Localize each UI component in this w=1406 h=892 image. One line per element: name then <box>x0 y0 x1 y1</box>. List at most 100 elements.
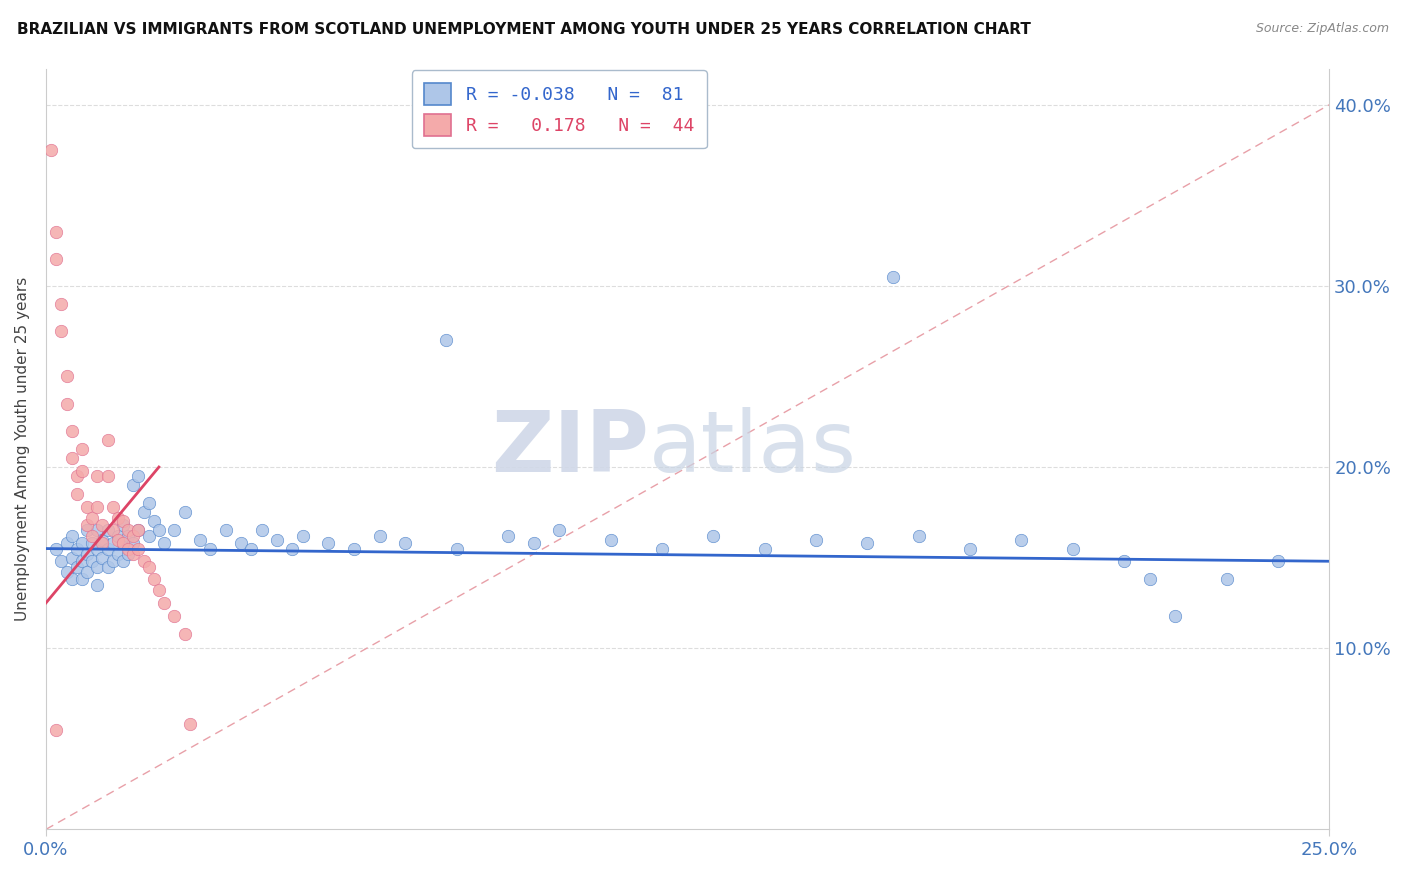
Point <box>60 450 83 465</box>
Point <box>97 524 120 538</box>
Point <box>82 529 104 543</box>
Point <box>229 536 252 550</box>
Point <box>51 324 73 338</box>
Point <box>122 547 145 561</box>
Point <box>101 524 124 538</box>
Point <box>132 554 155 568</box>
Point <box>1164 608 1187 623</box>
Point <box>107 510 129 524</box>
Point <box>55 565 77 579</box>
Point <box>117 524 139 538</box>
Point <box>1215 573 1237 587</box>
Point <box>1010 533 1032 547</box>
Point <box>70 464 93 478</box>
Point <box>117 547 139 561</box>
Point <box>86 578 108 592</box>
Point <box>959 541 981 556</box>
Point <box>86 500 108 514</box>
Point <box>163 608 186 623</box>
Point <box>86 559 108 574</box>
Point <box>250 524 273 538</box>
Point <box>82 554 104 568</box>
Point <box>111 536 134 550</box>
Point <box>214 524 236 538</box>
Point <box>132 505 155 519</box>
Point <box>882 269 904 284</box>
Point <box>51 297 73 311</box>
Point <box>55 369 77 384</box>
Point <box>76 500 98 514</box>
Point <box>1112 554 1135 568</box>
Point <box>856 536 879 550</box>
Point <box>138 496 160 510</box>
Point <box>127 469 149 483</box>
Point <box>97 541 120 556</box>
Point <box>101 500 124 514</box>
Point <box>127 524 149 538</box>
Point <box>76 524 98 538</box>
Point <box>82 536 104 550</box>
Legend: R = -0.038   N =  81, R =   0.178   N =  44: R = -0.038 N = 81, R = 0.178 N = 44 <box>412 70 707 148</box>
Point <box>76 565 98 579</box>
Point <box>70 573 93 587</box>
Point <box>111 554 134 568</box>
Point <box>281 541 304 556</box>
Point <box>523 536 546 550</box>
Point <box>446 541 468 556</box>
Point <box>266 533 288 547</box>
Point <box>179 717 201 731</box>
Point <box>316 536 339 550</box>
Point <box>434 333 457 347</box>
Text: BRAZILIAN VS IMMIGRANTS FROM SCOTLAND UNEMPLOYMENT AMONG YOUTH UNDER 25 YEARS CO: BRAZILIAN VS IMMIGRANTS FROM SCOTLAND UN… <box>17 22 1031 37</box>
Point <box>148 524 170 538</box>
Point <box>70 536 93 550</box>
Point <box>76 518 98 533</box>
Point <box>51 554 73 568</box>
Point <box>343 541 366 556</box>
Point <box>1139 573 1161 587</box>
Point <box>496 529 519 543</box>
Point <box>55 536 77 550</box>
Point <box>107 547 129 561</box>
Point <box>122 478 145 492</box>
Point <box>45 723 67 737</box>
Point <box>804 533 827 547</box>
Point <box>45 252 67 266</box>
Point <box>142 573 165 587</box>
Point <box>45 225 67 239</box>
Point <box>82 510 104 524</box>
Point <box>60 573 83 587</box>
Point <box>66 559 89 574</box>
Point <box>138 559 160 574</box>
Point <box>188 533 211 547</box>
Point <box>127 524 149 538</box>
Point <box>111 536 134 550</box>
Point <box>394 536 416 550</box>
Point <box>122 536 145 550</box>
Point <box>651 541 673 556</box>
Point <box>66 469 89 483</box>
Point <box>60 529 83 543</box>
Point <box>548 524 571 538</box>
Point <box>91 550 114 565</box>
Point <box>127 541 149 556</box>
Point <box>39 143 62 157</box>
Point <box>200 541 222 556</box>
Point <box>60 550 83 565</box>
Point <box>148 583 170 598</box>
Point <box>101 536 124 550</box>
Point <box>91 536 114 550</box>
Point <box>702 529 724 543</box>
Point <box>66 541 89 556</box>
Point <box>45 541 67 556</box>
Point <box>91 533 114 547</box>
Point <box>599 533 621 547</box>
Point <box>1267 554 1289 568</box>
Point <box>91 518 114 533</box>
Point <box>291 529 314 543</box>
Y-axis label: Unemployment Among Youth under 25 years: Unemployment Among Youth under 25 years <box>15 277 30 621</box>
Point <box>101 554 124 568</box>
Point <box>907 529 929 543</box>
Point <box>153 596 176 610</box>
Point <box>163 524 186 538</box>
